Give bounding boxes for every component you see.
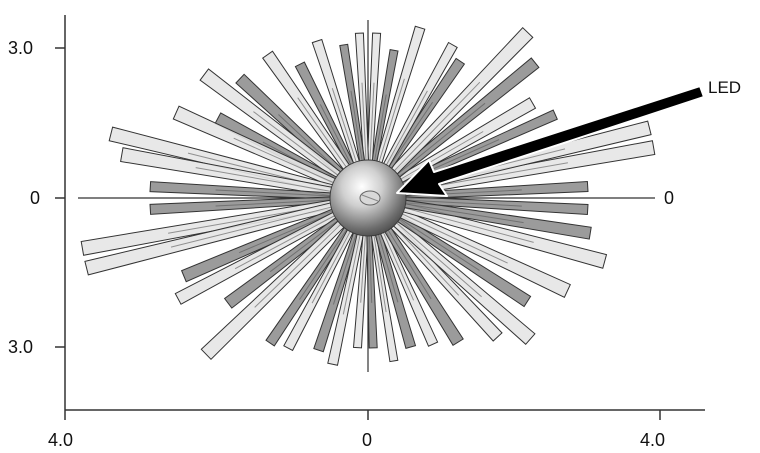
emission-ray-core (392, 102, 486, 179)
emission-ray-core (399, 202, 524, 224)
emission-ray-core (389, 221, 460, 296)
emission-ray-core (253, 111, 343, 180)
led-callout-arrow (396, 85, 705, 197)
emission-ray-core (319, 104, 354, 170)
x-label-left: 4.0 (48, 430, 73, 450)
emission-ray-core (391, 218, 482, 298)
x-label-mid: 0 (362, 430, 372, 450)
emission-ray-core (215, 199, 337, 207)
emission-ray-core (369, 82, 375, 167)
emission-ray-core (395, 131, 484, 183)
y-label-bottom: 3.0 (8, 337, 33, 357)
arrow-icon (396, 85, 705, 197)
led-sphere (329, 159, 407, 237)
emission-ray-core (170, 205, 338, 248)
emission-ray-core (389, 81, 481, 176)
emission-ray-core (233, 137, 340, 186)
emission-ray-core (396, 211, 508, 264)
emission-ray-core (238, 210, 339, 254)
emission-ray-core (299, 224, 351, 300)
emission-ray-core (361, 82, 367, 167)
emission-ray-core (360, 229, 367, 303)
emission-ray-core (380, 226, 415, 301)
emission-ray-core (383, 90, 428, 171)
emission-ray-core (254, 219, 346, 308)
emission-ray-core (195, 167, 337, 193)
emission-ray-core (372, 229, 387, 313)
emission-ray-core (376, 228, 399, 303)
y-label-top: 3.0 (8, 38, 33, 58)
emission-ray-core (399, 199, 522, 207)
emission-ray-core (311, 226, 354, 304)
emission-ray-core (215, 189, 337, 197)
emission-ray-core (398, 205, 534, 243)
emission-ray-core (368, 229, 373, 303)
y-label-mid: 0 (30, 188, 40, 208)
emission-ray-core (376, 78, 405, 168)
led-label: LED (708, 78, 741, 97)
emission-ray-core (342, 229, 362, 315)
emission-rays (80, 25, 656, 366)
emission-ray-core (332, 228, 359, 305)
emission-ray-core (394, 214, 480, 271)
emission-ray-core (297, 97, 351, 173)
emission-ray-core (385, 101, 434, 172)
x-label-right: 4.0 (640, 430, 665, 450)
emission-ray-core (269, 216, 343, 273)
emission-ray-core (384, 224, 432, 300)
emission-ray-core (373, 94, 387, 167)
emission-ray-core (350, 90, 364, 167)
emission-ray-core (331, 88, 359, 168)
ray-zero-label: 0 (664, 188, 674, 208)
emission-ray-core (234, 212, 340, 270)
